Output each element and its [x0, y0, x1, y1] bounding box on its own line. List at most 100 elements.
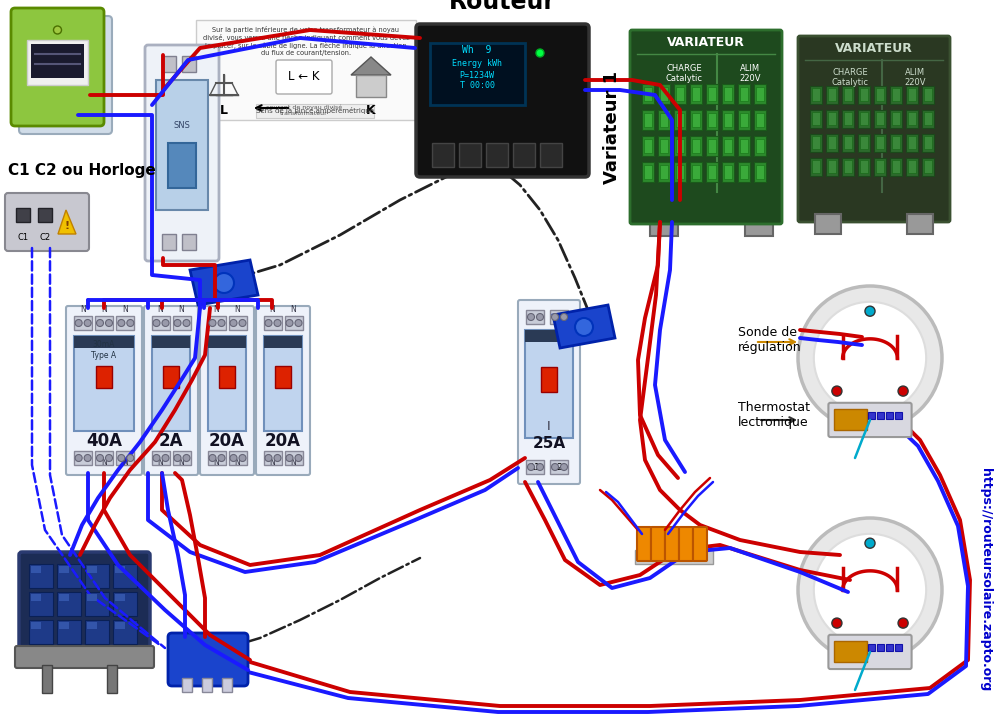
Bar	[152, 336, 190, 348]
Text: CHARGE
Catalytic: CHARGE Catalytic	[666, 64, 703, 84]
Bar	[222, 678, 232, 692]
Bar	[922, 110, 934, 128]
Bar	[738, 136, 750, 156]
Bar	[708, 87, 716, 101]
Bar	[208, 336, 246, 431]
Polygon shape	[351, 57, 391, 75]
Text: N: N	[214, 458, 220, 467]
Bar	[876, 160, 884, 173]
Bar	[263, 451, 281, 465]
Bar	[724, 113, 732, 127]
Text: A1: A1	[529, 462, 541, 472]
Bar	[658, 162, 670, 182]
Bar	[57, 564, 81, 588]
Bar	[858, 134, 870, 152]
Text: 30mA
Type A: 30mA Type A	[91, 341, 116, 360]
Text: https://routeursolaire.zapto.org: https://routeursolaire.zapto.org	[978, 469, 991, 692]
Bar	[740, 87, 748, 101]
Bar	[644, 165, 652, 179]
Bar	[74, 316, 91, 330]
Bar	[738, 84, 750, 104]
Bar	[922, 158, 934, 176]
Bar	[756, 139, 764, 153]
Text: 40A: 40A	[86, 432, 122, 450]
FancyBboxPatch shape	[416, 24, 589, 177]
Circle shape	[865, 306, 875, 316]
Circle shape	[528, 313, 535, 320]
Circle shape	[537, 464, 544, 470]
Circle shape	[54, 26, 62, 34]
Bar	[828, 136, 836, 149]
Circle shape	[105, 454, 112, 462]
Bar	[844, 160, 852, 173]
Circle shape	[832, 618, 842, 628]
Bar	[908, 112, 916, 125]
Text: N: N	[290, 458, 296, 467]
Bar	[690, 84, 702, 104]
Bar	[642, 110, 654, 130]
Bar	[876, 88, 884, 101]
Bar	[284, 451, 302, 465]
Bar	[85, 620, 109, 644]
Bar	[826, 86, 838, 104]
Bar	[842, 158, 854, 176]
Bar	[676, 165, 684, 179]
Bar	[95, 316, 113, 330]
Bar	[906, 134, 918, 152]
Bar	[526, 460, 544, 474]
Text: Energy kWh: Energy kWh	[452, 58, 502, 68]
Bar	[692, 139, 700, 153]
Bar	[834, 409, 867, 431]
Bar	[754, 136, 766, 156]
Bar	[874, 134, 886, 152]
Bar	[674, 162, 686, 182]
FancyBboxPatch shape	[828, 402, 911, 437]
Text: N: N	[235, 305, 241, 314]
Bar	[828, 160, 836, 173]
Bar	[740, 165, 748, 179]
Bar	[660, 87, 668, 101]
Text: Variateur 1: Variateur 1	[603, 71, 621, 184]
Bar	[57, 620, 81, 644]
Bar	[740, 139, 748, 153]
Bar	[692, 113, 700, 127]
Bar	[690, 110, 702, 130]
Bar	[892, 112, 900, 125]
Text: N: N	[80, 305, 85, 314]
Circle shape	[295, 320, 302, 326]
Bar	[860, 160, 868, 173]
Circle shape	[286, 454, 293, 462]
Circle shape	[239, 454, 246, 462]
Text: N: N	[158, 458, 163, 467]
Bar	[163, 366, 179, 388]
Bar	[59, 566, 69, 573]
Bar	[756, 113, 764, 127]
Text: ALIM
220V: ALIM 220V	[740, 64, 760, 84]
FancyBboxPatch shape	[651, 527, 665, 561]
Bar	[895, 412, 902, 419]
Bar	[722, 110, 734, 130]
FancyBboxPatch shape	[66, 306, 142, 475]
FancyBboxPatch shape	[693, 527, 707, 561]
Bar	[908, 160, 916, 173]
Bar	[906, 86, 918, 104]
Bar	[151, 451, 170, 465]
Bar	[876, 112, 884, 125]
Bar	[692, 87, 700, 101]
Bar	[162, 234, 176, 250]
Text: 20A: 20A	[265, 432, 301, 450]
Circle shape	[76, 454, 83, 462]
Bar	[745, 214, 773, 236]
FancyBboxPatch shape	[637, 527, 651, 561]
Circle shape	[265, 454, 272, 462]
Bar	[756, 87, 764, 101]
Bar	[708, 113, 716, 127]
Bar	[525, 330, 573, 342]
Bar	[924, 136, 932, 149]
Bar	[31, 44, 84, 78]
Circle shape	[218, 454, 225, 462]
Bar	[658, 136, 670, 156]
Bar	[208, 336, 246, 348]
Bar	[74, 336, 134, 431]
Bar	[115, 566, 125, 573]
